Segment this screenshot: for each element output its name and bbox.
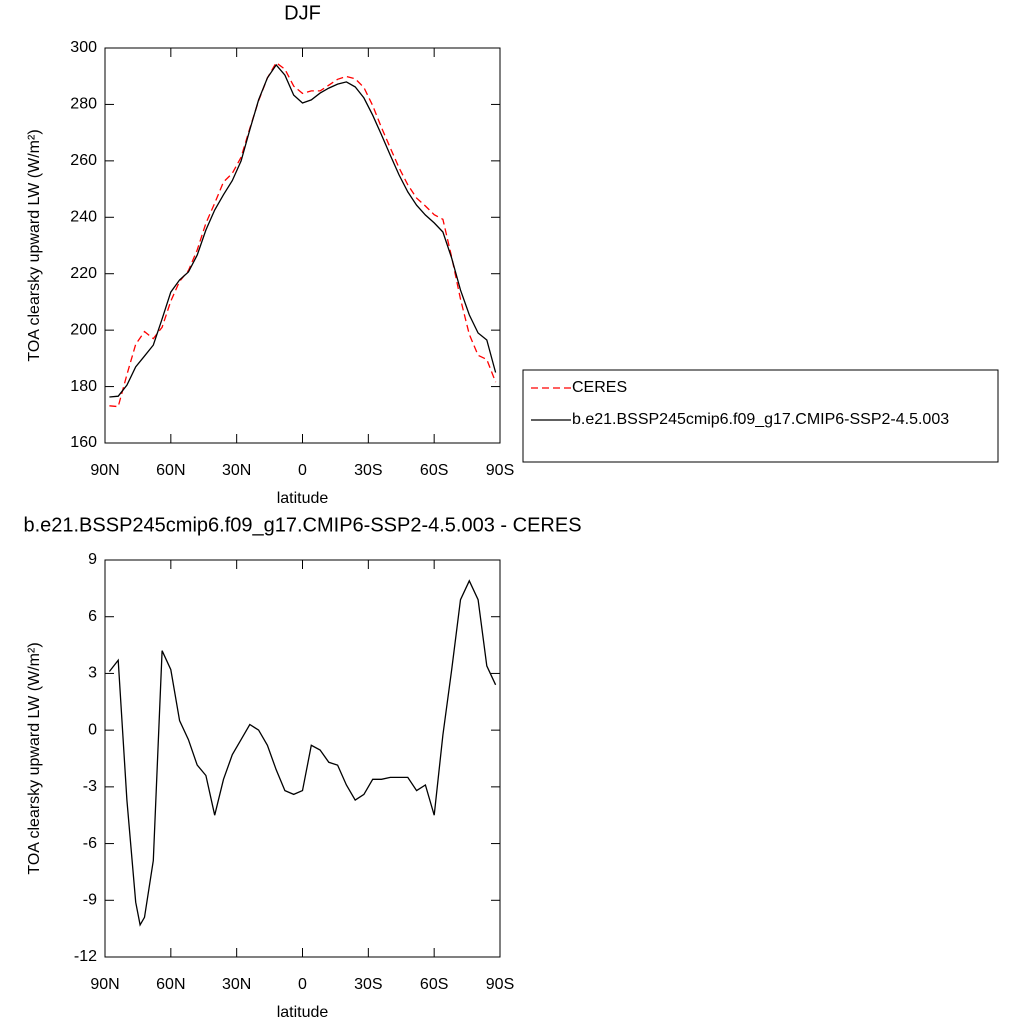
x-tick-label: 90S bbox=[486, 976, 514, 993]
x-tick-label: 60N bbox=[156, 462, 185, 479]
legend-label: CERES bbox=[572, 379, 627, 396]
chart-title: b.e21.BSSP245cmip6.f09_g17.CMIP6-SSP2-4.… bbox=[23, 514, 581, 536]
y-tick-label: -6 bbox=[83, 835, 97, 852]
y-axis-label: TOA clearsky upward LW (W/m²) bbox=[26, 129, 43, 361]
y-tick-label: 6 bbox=[88, 608, 97, 625]
y-tick-label: 300 bbox=[70, 39, 97, 56]
x-tick-label: 90S bbox=[486, 462, 514, 479]
series-line bbox=[109, 63, 497, 398]
x-tick-label: 60N bbox=[156, 976, 185, 993]
y-tick-label: 220 bbox=[70, 265, 97, 282]
y-tick-label: 160 bbox=[70, 434, 97, 451]
y-tick-label: 280 bbox=[70, 96, 97, 113]
y-tick-label: 200 bbox=[70, 321, 97, 338]
y-tick-label: -9 bbox=[83, 892, 97, 909]
x-tick-label: 60S bbox=[420, 976, 448, 993]
x-tick-label: 0 bbox=[298, 462, 307, 479]
y-tick-label: 240 bbox=[70, 209, 97, 226]
y-axis-label: TOA clearsky upward LW (W/m²) bbox=[26, 642, 43, 874]
x-tick-label: 30S bbox=[354, 976, 382, 993]
x-axis-label: latitude bbox=[277, 1004, 329, 1021]
y-tick-label: 180 bbox=[70, 378, 97, 395]
x-tick-label: 30N bbox=[222, 462, 251, 479]
x-tick-label: 0 bbox=[298, 976, 307, 993]
series-line bbox=[109, 61, 497, 408]
y-tick-label: 0 bbox=[88, 721, 97, 738]
x-tick-label: 90N bbox=[90, 976, 119, 993]
y-tick-label: 9 bbox=[88, 551, 97, 568]
chart-title: DJF bbox=[284, 2, 321, 24]
series-line bbox=[108, 579, 497, 927]
y-tick-label: -12 bbox=[74, 948, 97, 965]
y-tick-label: -3 bbox=[83, 778, 97, 795]
x-tick-label: 30N bbox=[222, 976, 251, 993]
legend-box bbox=[522, 369, 999, 463]
legend-label: b.e21.BSSP245cmip6.f09_g17.CMIP6-SSP2-4.… bbox=[572, 411, 949, 428]
y-tick-label: 260 bbox=[70, 152, 97, 169]
y-tick-label: 3 bbox=[88, 665, 97, 682]
x-tick-label: 60S bbox=[420, 462, 448, 479]
plot-frame bbox=[104, 47, 501, 444]
x-tick-label: 30S bbox=[354, 462, 382, 479]
x-axis-label: latitude bbox=[277, 490, 329, 507]
x-tick-label: 90N bbox=[90, 462, 119, 479]
